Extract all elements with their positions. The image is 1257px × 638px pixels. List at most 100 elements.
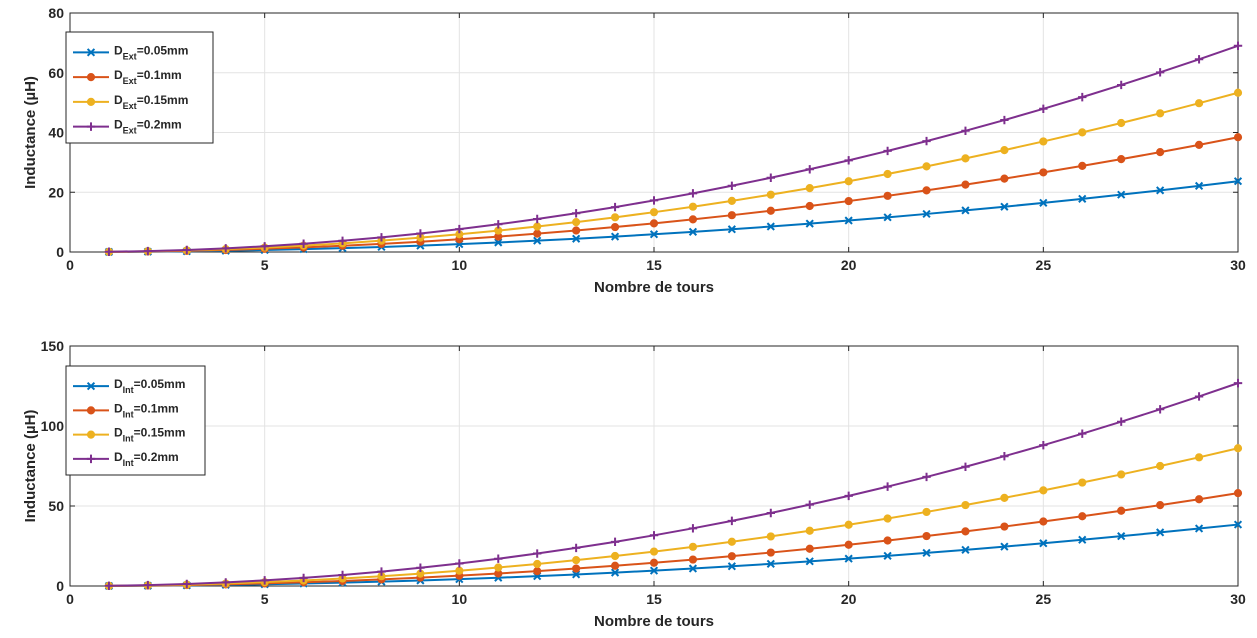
data-point	[494, 238, 503, 247]
data-point	[727, 225, 736, 234]
y-tick-label: 20	[48, 184, 64, 200]
y-tick-label: 0	[56, 578, 64, 594]
data-point	[1194, 181, 1204, 190]
data-point	[1000, 542, 1009, 551]
y-tick-label: 40	[48, 125, 64, 141]
data-point	[104, 247, 114, 256]
data-point	[299, 239, 308, 248]
data-point	[922, 472, 931, 482]
data-point	[727, 552, 736, 561]
data-point	[766, 508, 775, 518]
data-point	[766, 548, 775, 557]
data-point	[1156, 148, 1165, 157]
legend-marker	[86, 122, 96, 131]
data-point	[961, 462, 970, 471]
x-tick-label: 30	[1230, 257, 1246, 273]
data-point	[1078, 429, 1087, 438]
data-point	[961, 206, 970, 215]
y-tick-label: 150	[41, 338, 65, 354]
data-point	[961, 527, 970, 536]
data-point	[416, 229, 425, 238]
legend-marker	[86, 97, 96, 106]
data-point	[883, 146, 892, 156]
data-point	[1194, 140, 1204, 149]
data-point	[1156, 461, 1165, 471]
data-point	[610, 232, 620, 241]
x-axis-label: Nombre de tours	[594, 613, 714, 630]
x-tick-label: 0	[66, 591, 74, 607]
data-point	[572, 234, 581, 243]
legend-label: DExt=0.05mm	[114, 43, 188, 61]
data-point	[338, 236, 347, 245]
data-point	[1194, 524, 1204, 533]
data-point	[805, 201, 814, 211]
legend-label: DInt=0.05mm	[114, 377, 185, 395]
data-point	[572, 564, 581, 573]
data-point	[610, 551, 620, 561]
data-point	[922, 162, 931, 171]
series-line	[108, 136, 1239, 253]
data-point	[1039, 198, 1048, 207]
data-point	[688, 202, 698, 211]
data-point	[455, 224, 464, 234]
series-ext-3	[104, 88, 1243, 256]
data-point	[1233, 133, 1243, 142]
data-point	[688, 542, 698, 551]
data-point	[1155, 68, 1165, 77]
data-point	[766, 532, 775, 541]
data-point	[533, 214, 542, 224]
data-point	[610, 561, 620, 570]
legend-marker	[86, 430, 96, 439]
data-point	[727, 181, 737, 190]
y-tick-label: 50	[48, 498, 64, 514]
data-point	[922, 531, 931, 541]
data-point	[1117, 470, 1126, 479]
data-point	[1233, 88, 1243, 97]
data-point	[1000, 522, 1009, 531]
data-point	[610, 202, 620, 212]
data-point	[883, 514, 892, 523]
data-point	[1078, 161, 1087, 171]
y-axis-label: Inductance (µH)	[22, 410, 39, 523]
x-tick-label: 5	[261, 591, 269, 607]
data-point	[182, 245, 191, 255]
legend-label: DExt=0.1mm	[114, 68, 182, 86]
data-point	[649, 208, 659, 217]
data-point	[688, 189, 698, 198]
data-point	[805, 184, 814, 193]
x-tick-label: 10	[452, 257, 468, 273]
data-point	[455, 566, 464, 575]
data-point	[1155, 405, 1165, 414]
y-tick-label: 80	[48, 5, 64, 21]
x-tick-label: 30	[1230, 591, 1246, 607]
data-point	[805, 219, 814, 228]
data-point	[688, 555, 698, 564]
data-point	[533, 549, 542, 558]
y-tick-label: 0	[56, 244, 64, 260]
data-point	[844, 554, 853, 563]
data-point	[338, 570, 347, 580]
data-point	[1194, 495, 1204, 504]
data-point	[1117, 80, 1126, 90]
series-line	[108, 382, 1239, 587]
chart-1: 0 5 10 15 20 25 30 0 20 40 60 80 Nombre de tours Indu…	[22, 5, 1246, 296]
data-point	[1117, 532, 1126, 541]
data-point	[610, 222, 620, 232]
legend-label: DExt=0.2mm	[114, 118, 182, 136]
data-point	[1233, 41, 1243, 50]
data-point	[455, 559, 464, 568]
data-point	[1156, 109, 1165, 118]
data-point	[221, 244, 230, 253]
data-point	[1194, 453, 1204, 462]
data-point	[844, 491, 853, 501]
data-point	[221, 578, 230, 587]
data-point	[1000, 145, 1009, 155]
data-point	[1117, 506, 1126, 515]
data-point	[494, 563, 503, 572]
data-point	[844, 520, 853, 529]
data-point	[727, 196, 736, 205]
data-point	[805, 557, 814, 566]
data-point	[688, 564, 698, 573]
series-line	[108, 44, 1239, 253]
data-point	[922, 136, 931, 146]
